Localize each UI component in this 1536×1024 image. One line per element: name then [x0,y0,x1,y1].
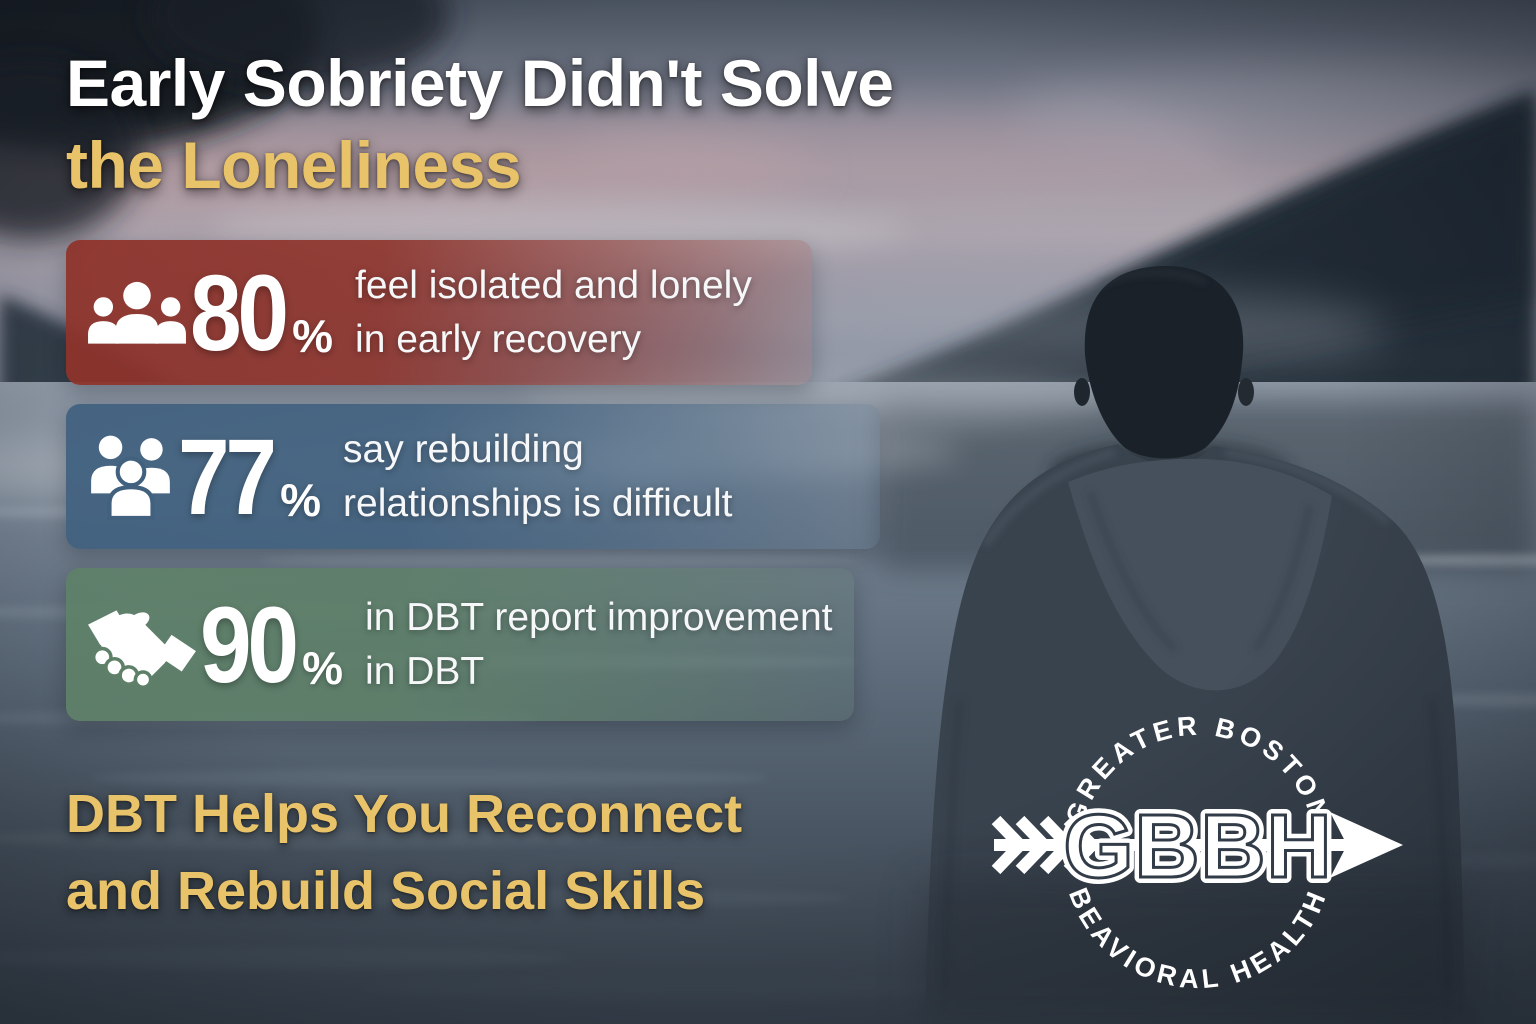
stat-number: 90 [200,583,299,705]
percent-sign: % [302,641,344,694]
stat-description: feel isolated and lonely in early recove… [355,259,752,367]
percent-sign: % [280,473,322,526]
call-to-action: DBT Helps You Reconnect and Rebuild Soci… [66,776,742,930]
handshake-icon [86,604,198,686]
stat-bar-dbt-improvement: 90 % in DBT report improvement in DBT [66,568,854,721]
cta-line1: DBT Helps You Reconnect [66,784,743,844]
stat-value: 80 % [190,251,341,373]
stat-line1: in DBT report improvement [365,595,833,639]
stat-number: 80 [190,251,289,373]
stat-description: in DBT report improvement in DBT [365,591,832,699]
gbbh-logo: GREATER BOSTON BEAVIORAL HEALTH GBBH GBB… [991,711,1403,995]
svg-text:GBBH: GBBH [1064,797,1333,897]
arrowhead [1330,812,1403,878]
page-title: Early Sobriety Didn't Solve the Loneline… [66,42,894,206]
title-line-gold: the Loneliness [66,128,522,202]
stat-line1: say rebuilding [343,427,584,471]
family-group-icon [86,434,176,520]
stat-line2: in early recovery [355,317,642,361]
cta-line2: and Rebuild Social Skills [66,861,706,921]
logo-arrow [991,812,1403,878]
stat-line1: feel isolated and lonely [355,263,752,307]
percent-sign: % [292,309,334,362]
stat-bar-relationships: 77 % say rebuilding relationships is dif… [66,404,880,549]
stat-description: say rebuilding relationships is difficul… [343,423,732,531]
logo-arc-bottom-text: BEAVIORAL HEALTH [1063,884,1333,995]
stat-line2: relationships is difficult [343,481,733,525]
people-group-icon [86,280,188,346]
stat-number: 77 [178,415,277,537]
title-line-white: Early Sobriety Didn't Solve [66,46,894,120]
stat-line2: in DBT [365,649,485,693]
stat-value: 90 % [200,583,351,705]
stat-bar-isolation: 80 % feel isolated and lonely in early r… [66,240,812,385]
stat-value: 77 % [178,415,329,537]
logo-acronym: GBBH GBBH [1058,791,1338,903]
svg-text:GBBH: GBBH [1064,797,1333,897]
